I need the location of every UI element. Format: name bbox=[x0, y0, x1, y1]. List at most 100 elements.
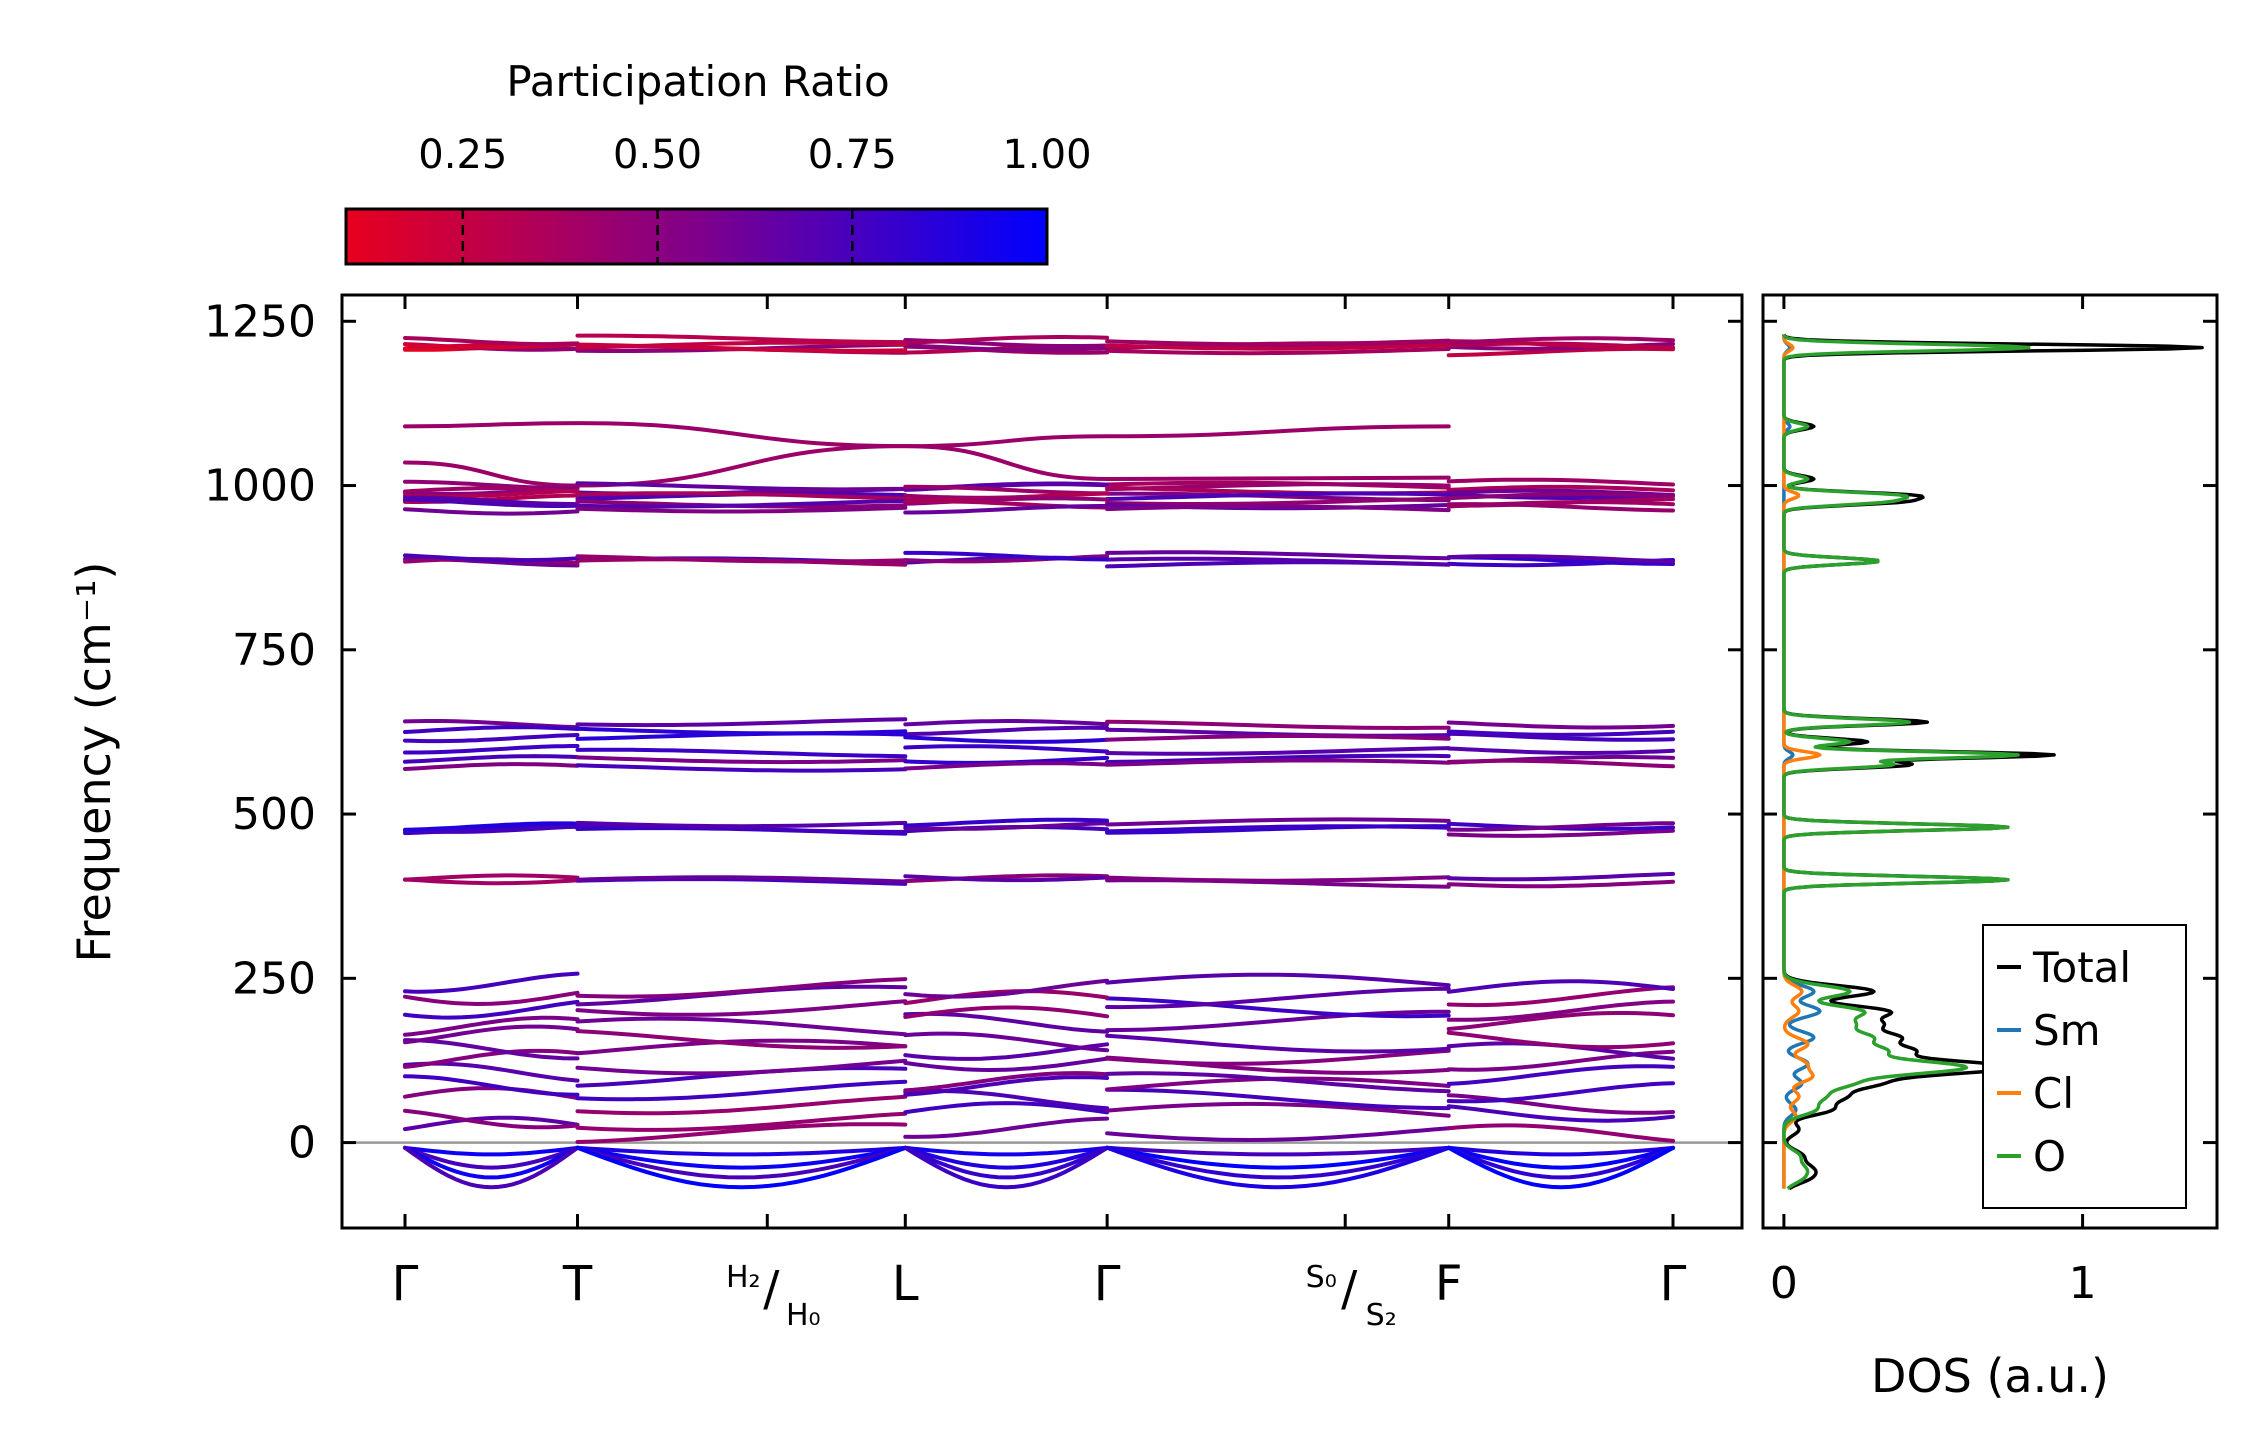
band-line bbox=[1446, 1104, 1675, 1123]
band-line bbox=[1105, 491, 1451, 501]
band-x-ticks: Γ T H₂ / H₀L Γ S₀ / S₂F Γ bbox=[392, 295, 1687, 1333]
band-line bbox=[403, 1145, 580, 1170]
band-line bbox=[575, 491, 908, 501]
band-line bbox=[903, 817, 1110, 828]
band-line bbox=[403, 444, 1451, 488]
band-line bbox=[1446, 1064, 1675, 1086]
band-line bbox=[575, 763, 908, 773]
band-line bbox=[903, 1101, 1110, 1115]
kpoint-label: Γ bbox=[1094, 1256, 1121, 1312]
dos-x-axis-title: DOS (a.u.) bbox=[1871, 1349, 2109, 1403]
band-line bbox=[1446, 1145, 1675, 1157]
band-line bbox=[575, 1145, 908, 1180]
band-line bbox=[1105, 1009, 1451, 1033]
band-line bbox=[903, 1056, 1110, 1073]
band-line bbox=[575, 999, 908, 1017]
legend-label-cl: Cl bbox=[2033, 1069, 2074, 1118]
band-line bbox=[1446, 1081, 1675, 1104]
kpoint-label: H₂ / H₀ bbox=[726, 1260, 821, 1333]
band-line bbox=[903, 874, 1110, 883]
band-line bbox=[575, 1016, 908, 1037]
band-line bbox=[1105, 1145, 1451, 1157]
legend-label-o: O bbox=[2033, 1132, 2066, 1181]
band-line bbox=[1446, 1093, 1675, 1115]
kpoint-label: Γ bbox=[392, 1256, 419, 1312]
band-line bbox=[1446, 484, 1675, 493]
kpoint-label: Γ bbox=[1660, 1256, 1687, 1312]
band-line bbox=[1105, 986, 1451, 1010]
band-line bbox=[403, 421, 1451, 449]
colorbar-tick-label: 0.50 bbox=[613, 132, 702, 178]
band-line bbox=[1446, 477, 1675, 487]
band-line bbox=[575, 1094, 908, 1116]
band-line bbox=[403, 1145, 580, 1190]
band-line bbox=[575, 731, 908, 741]
band-line bbox=[903, 1011, 1110, 1034]
band-line bbox=[903, 343, 1110, 352]
band-line bbox=[1105, 1033, 1451, 1054]
band-line bbox=[403, 1024, 580, 1045]
kpoint-label-slash: / bbox=[1341, 1261, 1358, 1317]
band-line bbox=[403, 1115, 580, 1132]
band-line bbox=[1105, 1087, 1451, 1111]
kpoint-label-slash: / bbox=[763, 1261, 780, 1317]
band-line bbox=[1446, 999, 1675, 1022]
band-line bbox=[903, 335, 1110, 345]
band-y-tick-label: 0 bbox=[288, 1118, 316, 1169]
band-line bbox=[575, 717, 908, 728]
band-y-ticks: 0 250 500 750 1000 1250 bbox=[204, 296, 1742, 1169]
dos-y-ticks bbox=[1763, 319, 2217, 1145]
band-line bbox=[575, 333, 908, 345]
band-line bbox=[1446, 879, 1675, 889]
colorbar-tick-label: 0.25 bbox=[418, 132, 507, 178]
band-line bbox=[575, 1058, 908, 1076]
band-line bbox=[1105, 972, 1451, 988]
band-line bbox=[1446, 492, 1675, 501]
band-line bbox=[1105, 1101, 1451, 1118]
band-line bbox=[1105, 734, 1451, 742]
band-line bbox=[575, 1029, 908, 1050]
colorbar: Participation Ratio 0.25 0.50 0.75 1.00 bbox=[344, 57, 1092, 266]
band-line bbox=[1446, 746, 1675, 755]
band-line bbox=[575, 820, 908, 829]
band-line bbox=[403, 762, 580, 771]
band-line bbox=[403, 336, 580, 347]
band-line bbox=[575, 747, 908, 759]
band-line bbox=[403, 507, 580, 516]
band-line bbox=[1446, 758, 1675, 769]
band-line bbox=[903, 989, 1110, 1006]
dos-series-o bbox=[1782, 333, 2031, 1190]
band-line bbox=[1105, 758, 1451, 767]
band-line bbox=[903, 1071, 1110, 1093]
colorbar-gradient bbox=[344, 207, 1049, 266]
band-line bbox=[1105, 875, 1451, 883]
band-line bbox=[403, 497, 580, 508]
band-y-tick-label: 1000 bbox=[204, 461, 316, 512]
colorbar-tick-label: 1.00 bbox=[1002, 132, 1091, 178]
band-line bbox=[1446, 1011, 1675, 1031]
dos-legend: Total Sm Cl O bbox=[1982, 924, 2187, 1209]
band-line bbox=[575, 554, 908, 564]
band-line bbox=[1446, 554, 1675, 564]
kpoint-label: L bbox=[892, 1256, 919, 1312]
band-line bbox=[1105, 550, 1451, 561]
band-line bbox=[1105, 556, 1451, 567]
band-line bbox=[903, 725, 1110, 737]
band-line bbox=[903, 744, 1110, 754]
kpoint-label-sub: S₂ bbox=[1366, 1298, 1397, 1333]
band-line bbox=[1105, 1126, 1451, 1143]
band-line bbox=[575, 1111, 908, 1132]
band-line bbox=[1105, 1145, 1451, 1190]
legend-label-sm: Sm bbox=[2033, 1006, 2101, 1055]
band-line bbox=[403, 553, 580, 563]
band-line bbox=[403, 495, 580, 507]
kpoint-label-sup: S₀ bbox=[1306, 1260, 1337, 1295]
band-line bbox=[903, 735, 1110, 744]
band-line bbox=[1446, 979, 1675, 994]
band-line bbox=[1105, 1145, 1451, 1180]
band-line bbox=[403, 877, 580, 886]
band-line bbox=[1105, 1145, 1451, 1170]
